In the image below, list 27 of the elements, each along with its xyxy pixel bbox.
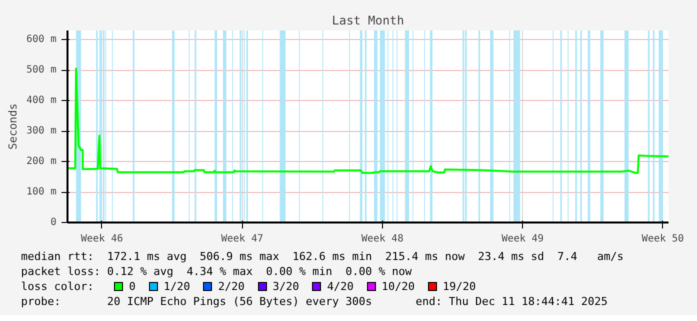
y-tick-label: 500 m [26,64,57,76]
legend-label: 3/20 [272,279,300,294]
x-tick-label: Week 49 [502,234,544,244]
legend-label: 1/20 [164,279,190,294]
x-tick-label: Week 50 [642,234,684,244]
legend-label: 0 [129,279,136,294]
text: end: Thu Dec 11 18:44:41 2025 [416,294,608,309]
text: packet loss: 0.12 % avg 4.34 % max 0.00 % min 0.00 % now [21,265,412,278]
y-tick-label: 600 m [26,34,57,46]
y-axis-title: Seconds [6,103,20,150]
y-tick-label: 0 [50,217,57,228]
legend-title: loss color: [21,279,95,294]
y-tick-label: 100 m [26,186,57,198]
legend-label: 2/20 [218,279,245,294]
x-tick-label: Week 47 [221,234,264,244]
legend-label: 4/20 [327,279,354,294]
text: median rtt: 172.1 ms avg 506.9 ms max 162.6 ms min 215.4 ms now 23.4 ms sd 7.4 am/s [21,250,624,263]
legend-label: 19/20 [442,279,476,294]
chart-title: Last Month [332,14,404,28]
text: probe: 20 ICMP Echo Pings (56 Bytes) every 300s [21,295,372,308]
y-tick-label: 300 m [26,126,57,137]
y-tick-label: 400 m [26,95,57,106]
legend-label: 10/20 [382,279,415,294]
x-tick-label: Week 46 [80,234,124,244]
y-tick-label: 200 m [26,156,57,168]
line-series [68,68,668,174]
x-tick-label: Week 48 [361,234,404,244]
